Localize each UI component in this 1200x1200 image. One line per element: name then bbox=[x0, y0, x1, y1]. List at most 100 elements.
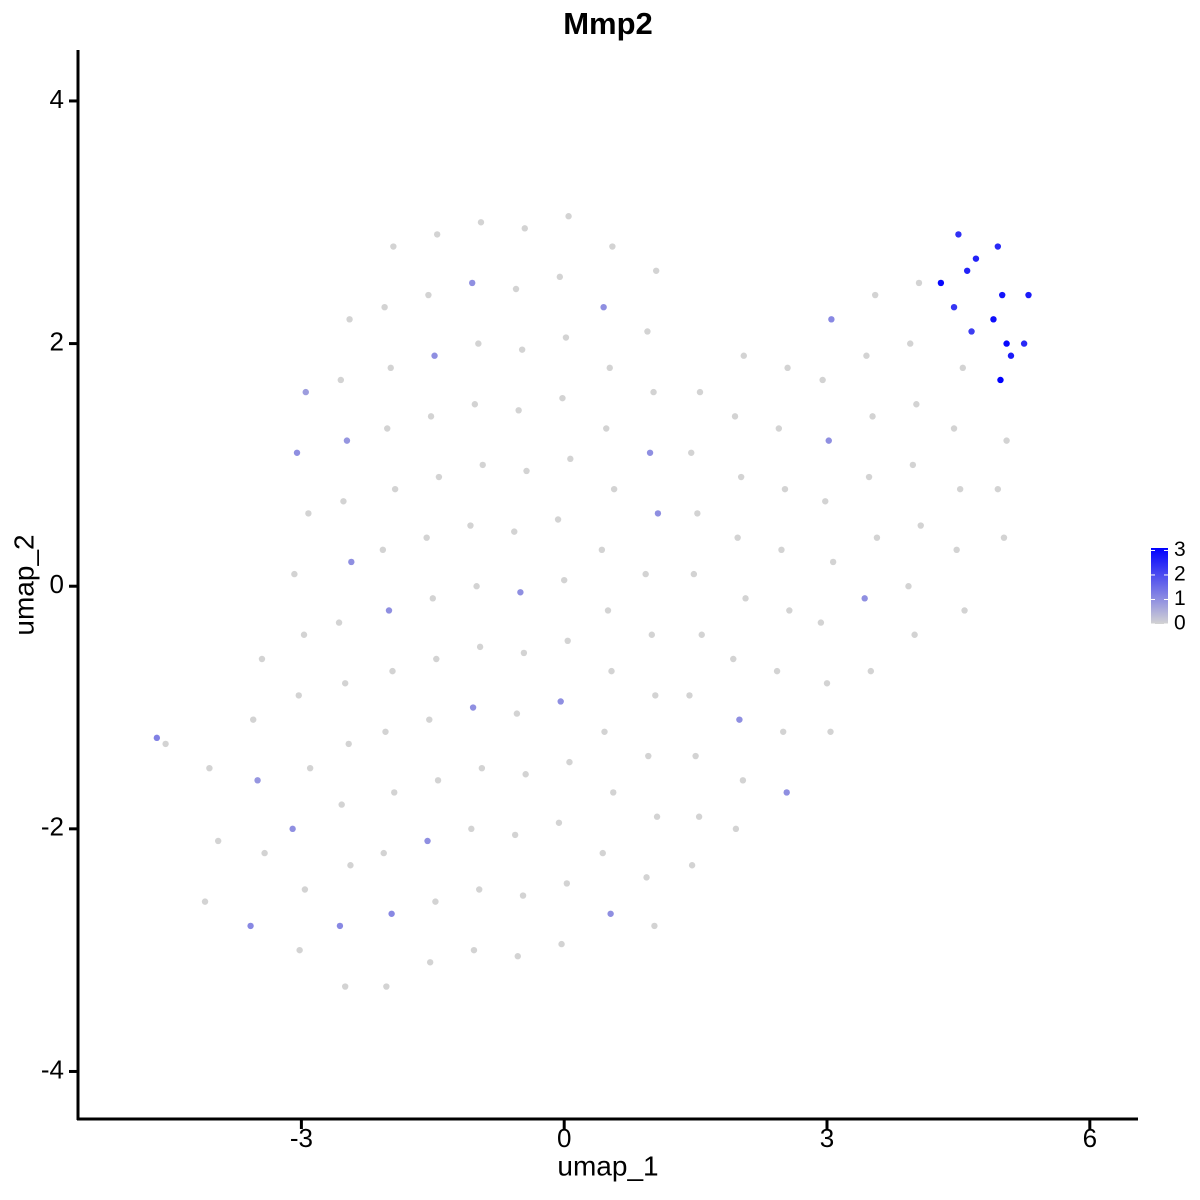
point bbox=[289, 825, 296, 833]
point bbox=[555, 819, 563, 826]
point bbox=[603, 425, 610, 432]
point bbox=[335, 619, 343, 626]
point bbox=[911, 631, 918, 638]
point bbox=[567, 455, 574, 463]
y-tick-label: -2 bbox=[41, 812, 64, 842]
point bbox=[734, 534, 741, 541]
x-tick-label: 0 bbox=[557, 1123, 571, 1153]
point bbox=[206, 764, 213, 772]
y-axis-label: umap_2 bbox=[8, 534, 39, 635]
point bbox=[599, 849, 606, 857]
point bbox=[295, 692, 302, 699]
point bbox=[827, 728, 834, 735]
point bbox=[696, 388, 704, 396]
point bbox=[347, 862, 354, 869]
point bbox=[651, 922, 658, 930]
point bbox=[343, 437, 351, 444]
point bbox=[557, 698, 564, 705]
point bbox=[731, 413, 739, 420]
point bbox=[999, 291, 1006, 299]
point bbox=[905, 583, 912, 590]
point bbox=[643, 874, 650, 881]
point bbox=[600, 303, 607, 311]
point bbox=[688, 449, 695, 456]
point bbox=[907, 340, 914, 347]
point bbox=[654, 510, 662, 517]
point bbox=[736, 716, 743, 723]
point bbox=[1003, 340, 1010, 347]
point bbox=[972, 255, 980, 262]
point bbox=[391, 789, 398, 796]
point bbox=[302, 388, 309, 396]
point bbox=[953, 546, 960, 554]
point bbox=[781, 485, 789, 493]
y-tick-label: -4 bbox=[41, 1054, 64, 1084]
point bbox=[522, 771, 529, 778]
point bbox=[867, 667, 875, 675]
point bbox=[426, 959, 434, 966]
point bbox=[1020, 340, 1028, 347]
point bbox=[652, 692, 659, 699]
x-tick-label: 3 bbox=[820, 1123, 834, 1153]
point bbox=[739, 777, 747, 784]
point bbox=[968, 328, 975, 335]
point bbox=[737, 473, 745, 481]
point bbox=[433, 655, 440, 663]
point bbox=[559, 394, 566, 402]
point bbox=[153, 734, 161, 742]
x-axis-label: umap_1 bbox=[557, 1150, 658, 1181]
point bbox=[917, 522, 924, 529]
point bbox=[511, 528, 518, 535]
point bbox=[423, 534, 430, 541]
point bbox=[519, 892, 527, 899]
point bbox=[869, 413, 876, 420]
point bbox=[1007, 352, 1015, 359]
point bbox=[435, 473, 443, 481]
point bbox=[476, 886, 483, 893]
point bbox=[558, 940, 565, 948]
point bbox=[686, 692, 693, 699]
point bbox=[823, 680, 831, 687]
x-tick-label: -3 bbox=[290, 1123, 313, 1153]
point bbox=[955, 231, 962, 238]
point bbox=[515, 407, 522, 414]
point bbox=[214, 837, 222, 845]
point bbox=[606, 364, 613, 372]
point bbox=[477, 219, 485, 226]
point bbox=[730, 655, 737, 663]
point bbox=[341, 680, 349, 687]
point bbox=[429, 595, 436, 602]
point bbox=[950, 425, 958, 432]
point bbox=[427, 413, 435, 420]
point bbox=[478, 764, 486, 772]
point bbox=[381, 303, 388, 311]
point bbox=[695, 813, 703, 820]
point bbox=[740, 352, 747, 359]
point bbox=[732, 825, 740, 833]
point bbox=[433, 231, 441, 238]
point bbox=[345, 740, 352, 748]
point bbox=[871, 291, 879, 299]
point bbox=[467, 522, 474, 529]
point bbox=[296, 946, 303, 954]
point bbox=[775, 425, 783, 432]
point bbox=[384, 425, 391, 432]
point bbox=[337, 376, 345, 384]
point bbox=[828, 316, 835, 323]
point bbox=[560, 576, 568, 584]
point bbox=[817, 619, 825, 626]
point bbox=[201, 898, 209, 905]
point bbox=[434, 777, 442, 784]
point bbox=[469, 279, 476, 287]
point bbox=[388, 910, 395, 917]
point bbox=[338, 801, 345, 808]
point bbox=[563, 880, 571, 887]
point bbox=[692, 752, 699, 760]
point bbox=[469, 704, 477, 711]
point bbox=[601, 728, 608, 735]
point bbox=[424, 837, 431, 845]
point bbox=[909, 461, 917, 469]
y-tick-label: 2 bbox=[50, 326, 64, 356]
point bbox=[1025, 291, 1032, 299]
